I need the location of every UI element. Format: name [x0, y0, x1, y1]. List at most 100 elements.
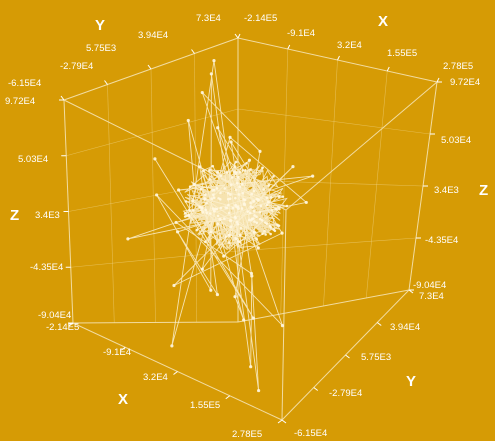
data-point	[208, 212, 212, 215]
data-point	[245, 162, 248, 165]
data-point	[192, 182, 196, 187]
axis-tick	[313, 387, 319, 391]
data-point	[269, 196, 273, 199]
axis-tick	[147, 64, 152, 70]
tick-label-y-bottom: 3.94E4	[390, 322, 420, 333]
data-point	[227, 211, 231, 215]
data-point	[200, 90, 204, 95]
data-point	[253, 214, 256, 217]
data-point	[211, 164, 215, 168]
grid-line	[365, 70, 388, 299]
tick-label-y-top: -6.15E4	[8, 78, 41, 89]
data-point	[261, 232, 264, 236]
data-point	[225, 171, 229, 174]
data-point	[216, 126, 220, 130]
data-point	[228, 197, 232, 200]
data-point	[218, 217, 222, 221]
data-point	[270, 209, 274, 212]
data-point	[226, 197, 230, 201]
data-point	[216, 214, 220, 218]
data-point	[255, 237, 258, 241]
data-point	[188, 185, 192, 189]
data-point	[184, 200, 188, 203]
data-point	[228, 241, 231, 244]
data-point	[210, 197, 214, 201]
axis-tick	[120, 346, 126, 351]
data-point	[212, 196, 216, 199]
data-point	[248, 211, 252, 215]
tick-label-x-top: 1.55E5	[387, 48, 417, 59]
data-point	[202, 169, 205, 173]
data-point	[269, 232, 272, 236]
data-point	[208, 168, 211, 172]
axis-title-y-bottom: Y	[406, 373, 416, 390]
tick-label-z-right: 5.03E4	[441, 135, 471, 146]
data-point	[240, 183, 244, 186]
data-point	[243, 198, 247, 202]
data-point	[239, 226, 243, 230]
data-point	[258, 149, 262, 153]
data-point	[247, 158, 252, 162]
data-point	[219, 174, 223, 178]
axis-title-x-bottom: X	[118, 391, 128, 408]
data-point	[205, 211, 209, 215]
data-point	[248, 218, 251, 222]
data-point	[242, 202, 246, 205]
data-point	[267, 184, 271, 187]
data-point	[222, 254, 226, 258]
data-point	[205, 202, 208, 205]
data-point	[285, 204, 289, 208]
data-point	[191, 199, 195, 203]
tick-label-y-top: 5.75E3	[86, 43, 116, 54]
data-point	[244, 169, 247, 172]
axis-tick	[173, 371, 178, 375]
data-point	[229, 193, 232, 196]
data-point	[226, 191, 230, 195]
axis-title-z-right: Z	[479, 182, 488, 199]
data-point	[234, 237, 238, 241]
data-point	[238, 233, 242, 237]
data-point	[183, 211, 187, 215]
axis-tick	[281, 419, 287, 424]
tick-label-y-bottom: -6.15E4	[294, 428, 327, 439]
data-point	[263, 229, 266, 233]
axis-tick	[191, 49, 195, 54]
data-point	[198, 165, 202, 169]
data-point	[281, 195, 285, 198]
data-point	[238, 170, 242, 174]
data-point	[230, 176, 234, 179]
data-point	[311, 174, 315, 178]
tick-label-z-right: 9.72E4	[450, 77, 480, 88]
data-point	[249, 365, 253, 369]
axis-title-y-top: Y	[95, 17, 105, 34]
data-point	[219, 191, 222, 195]
data-point	[219, 206, 223, 210]
tick-label-x-bottom: 1.55E5	[190, 400, 220, 411]
data-point	[215, 207, 219, 211]
grid-line	[66, 108, 239, 157]
tick-label-y-top: -2.79E4	[60, 61, 93, 72]
tick-label-z-left: -4.35E4	[30, 262, 63, 273]
axis-title-z-left: Z	[10, 207, 19, 224]
data-point	[201, 210, 205, 214]
data-point	[265, 203, 269, 207]
data-point	[199, 187, 203, 191]
data-point	[251, 206, 254, 209]
data-point	[212, 188, 216, 192]
data-point	[236, 239, 239, 243]
data-point	[249, 271, 254, 276]
data-point	[252, 209, 256, 213]
tick-label-y-top: 7.3E4	[196, 13, 221, 24]
data-point	[233, 170, 236, 173]
data-point	[260, 219, 264, 222]
data-point	[209, 230, 213, 234]
data-point	[304, 200, 308, 205]
tick-label-z-right: 3.4E3	[434, 185, 459, 196]
data-point	[277, 224, 281, 228]
data-point	[209, 72, 213, 76]
data-point	[233, 295, 237, 299]
data-point	[269, 226, 273, 229]
axis-title-x-top: X	[378, 13, 388, 30]
data-point	[277, 205, 280, 209]
data-point	[187, 213, 191, 217]
